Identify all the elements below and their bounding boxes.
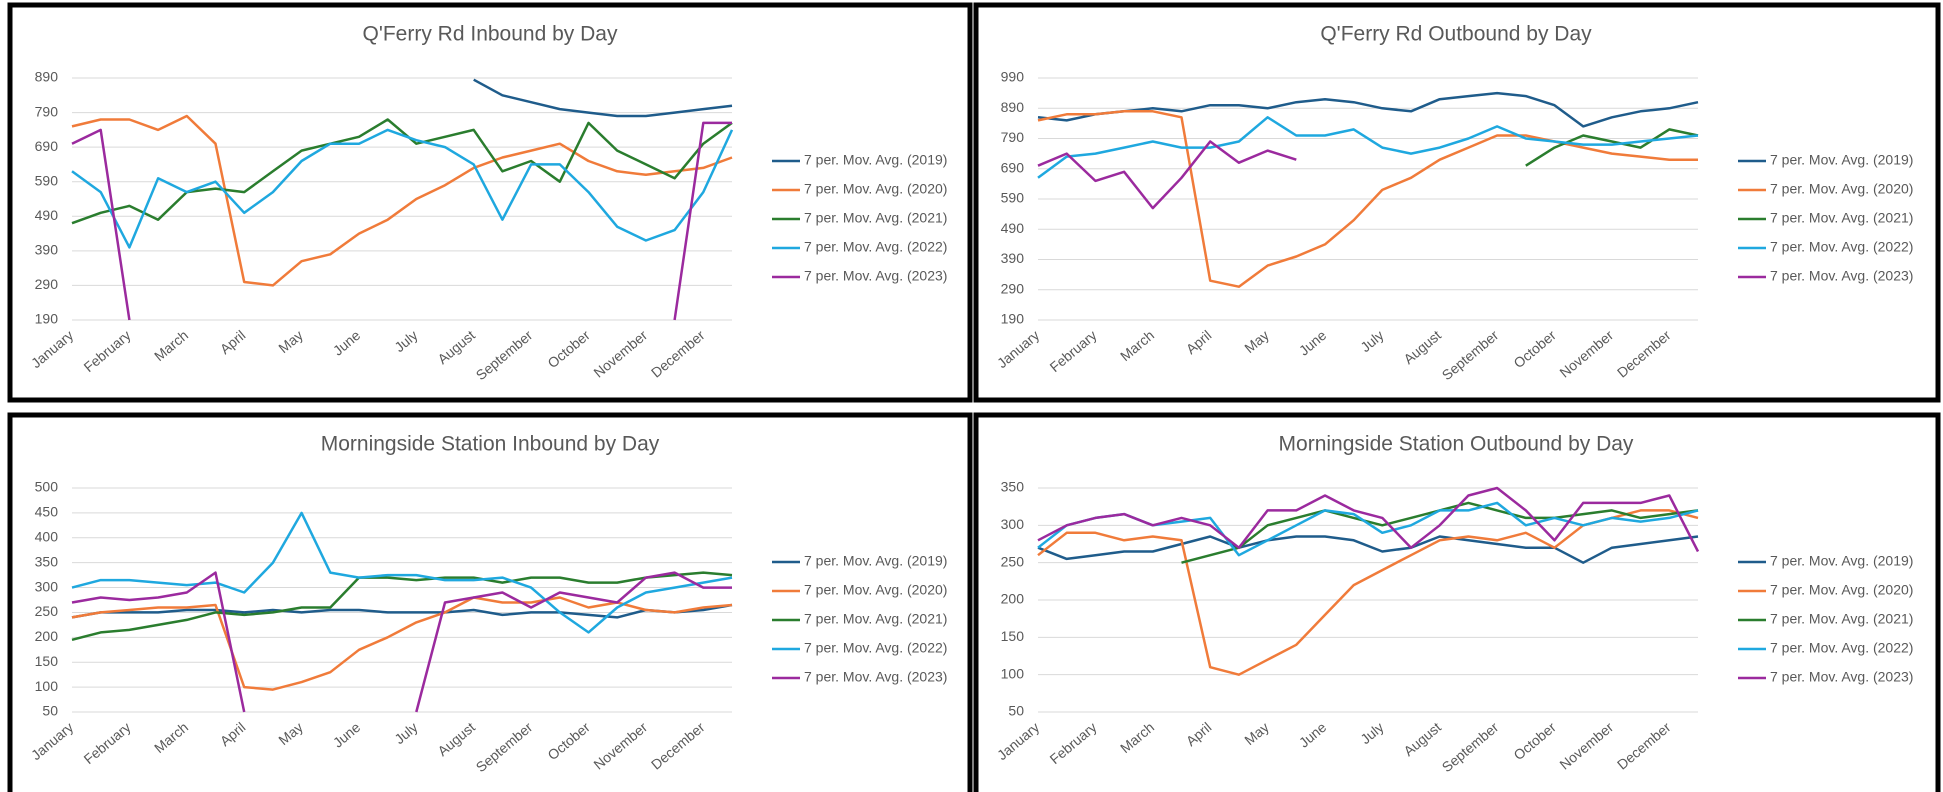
y-tick-label: 390: [1001, 250, 1025, 266]
series-line: [71, 118, 733, 225]
legend-label: 7 per. Mov. Avg. (2019): [1770, 152, 1913, 168]
legend-label: 7 per. Mov. Avg. (2023): [1770, 669, 1913, 685]
chart-title: Morningside Station Inbound by Day: [321, 433, 660, 456]
y-tick-label: 300: [1001, 516, 1025, 532]
legend-label: 7 per. Mov. Avg. (2021): [804, 210, 947, 226]
legend-label: 7 per. Mov. Avg. (2021): [1770, 210, 1913, 226]
legend-label: 7 per. Mov. Avg. (2022): [804, 640, 947, 656]
y-tick-label: 590: [35, 172, 59, 188]
y-tick-label: 890: [35, 69, 59, 85]
series-line: [71, 571, 733, 642]
y-tick-label: 200: [1001, 591, 1025, 607]
legend-label: 7 per. Mov. Avg. (2023): [1770, 268, 1913, 284]
legend-label: 7 per. Mov. Avg. (2021): [1770, 611, 1913, 627]
y-tick-label: 290: [1001, 280, 1025, 296]
y-tick-label: 50: [1008, 703, 1024, 719]
y-tick-label: 290: [35, 276, 59, 292]
y-tick-label: 450: [35, 504, 59, 520]
y-tick-label: 500: [35, 479, 59, 495]
y-tick-label: 390: [35, 242, 59, 258]
legend-label: 7 per. Mov. Avg. (2019): [1770, 553, 1913, 569]
y-tick-label: 350: [1001, 479, 1025, 495]
legend-label: 7 per. Mov. Avg. (2022): [1770, 640, 1913, 656]
chart-title: Morningside Station Outbound by Day: [1279, 433, 1634, 456]
panel-border: [7, 2, 973, 403]
legend-label: 7 per. Mov. Avg. (2022): [1770, 239, 1913, 255]
y-tick-label: 790: [35, 103, 59, 119]
y-tick-label: 590: [1001, 190, 1025, 206]
y-tick-label: 50: [42, 703, 58, 719]
series-line: [71, 571, 732, 713]
chart-title: Q'Ferry Rd Outbound by Day: [1320, 23, 1592, 46]
y-tick-label: 490: [1001, 220, 1025, 236]
legend-label: 7 per. Mov. Avg. (2021): [804, 611, 947, 627]
y-tick-label: 100: [35, 678, 59, 694]
y-tick-label: 690: [35, 138, 59, 154]
y-tick-label: 250: [35, 603, 59, 619]
series-line: [71, 603, 733, 619]
y-tick-label: 300: [35, 578, 59, 594]
chart-title: Q'Ferry Rd Inbound by Day: [363, 23, 618, 46]
series-line: [1037, 91, 1699, 128]
series-line: [1037, 535, 1699, 564]
legend-label: 7 per. Mov. Avg. (2020): [804, 582, 947, 598]
series-line: [1037, 110, 1698, 288]
y-tick-label: 790: [1001, 129, 1025, 145]
y-tick-label: 690: [1001, 159, 1025, 175]
y-tick-label: 190: [35, 311, 59, 327]
y-tick-label: 490: [35, 207, 59, 223]
series-line: [71, 114, 733, 287]
y-tick-label: 350: [35, 553, 59, 569]
series-line: [1037, 140, 1297, 210]
series-line: [1525, 128, 1699, 167]
series-line: [1037, 116, 1699, 179]
series-line: [71, 511, 733, 634]
series-line: [71, 121, 732, 321]
legend-label: 7 per. Mov. Avg. (2019): [804, 152, 947, 168]
y-tick-label: 890: [1001, 99, 1025, 115]
y-tick-label: 250: [1001, 553, 1025, 569]
y-tick-label: 990: [1001, 69, 1025, 85]
legend-label: 7 per. Mov. Avg. (2020): [804, 181, 947, 197]
legend-label: 7 per. Mov. Avg. (2019): [804, 553, 947, 569]
panel-border: [7, 412, 973, 792]
series-line: [1037, 486, 1700, 553]
legend-label: 7 per. Mov. Avg. (2020): [1770, 582, 1913, 598]
series-line: [71, 128, 734, 249]
y-tick-label: 200: [35, 628, 59, 644]
series-line: [473, 78, 733, 118]
legend-label: 7 per. Mov. Avg. (2022): [804, 239, 947, 255]
y-tick-label: 150: [1001, 628, 1025, 644]
y-tick-label: 100: [1001, 665, 1025, 681]
y-tick-label: 400: [35, 528, 59, 544]
y-tick-label: 190: [1001, 311, 1025, 327]
y-tick-label: 150: [35, 653, 59, 669]
legend-label: 7 per. Mov. Avg. (2020): [1770, 181, 1913, 197]
panel-border: [973, 2, 1941, 403]
legend-label: 7 per. Mov. Avg. (2023): [804, 268, 947, 284]
chart: Morningside Station Outbound by Day 50 100…: [994, 433, 1914, 776]
panel-border: [973, 412, 1941, 792]
legend-label: 7 per. Mov. Avg. (2023): [804, 669, 947, 685]
